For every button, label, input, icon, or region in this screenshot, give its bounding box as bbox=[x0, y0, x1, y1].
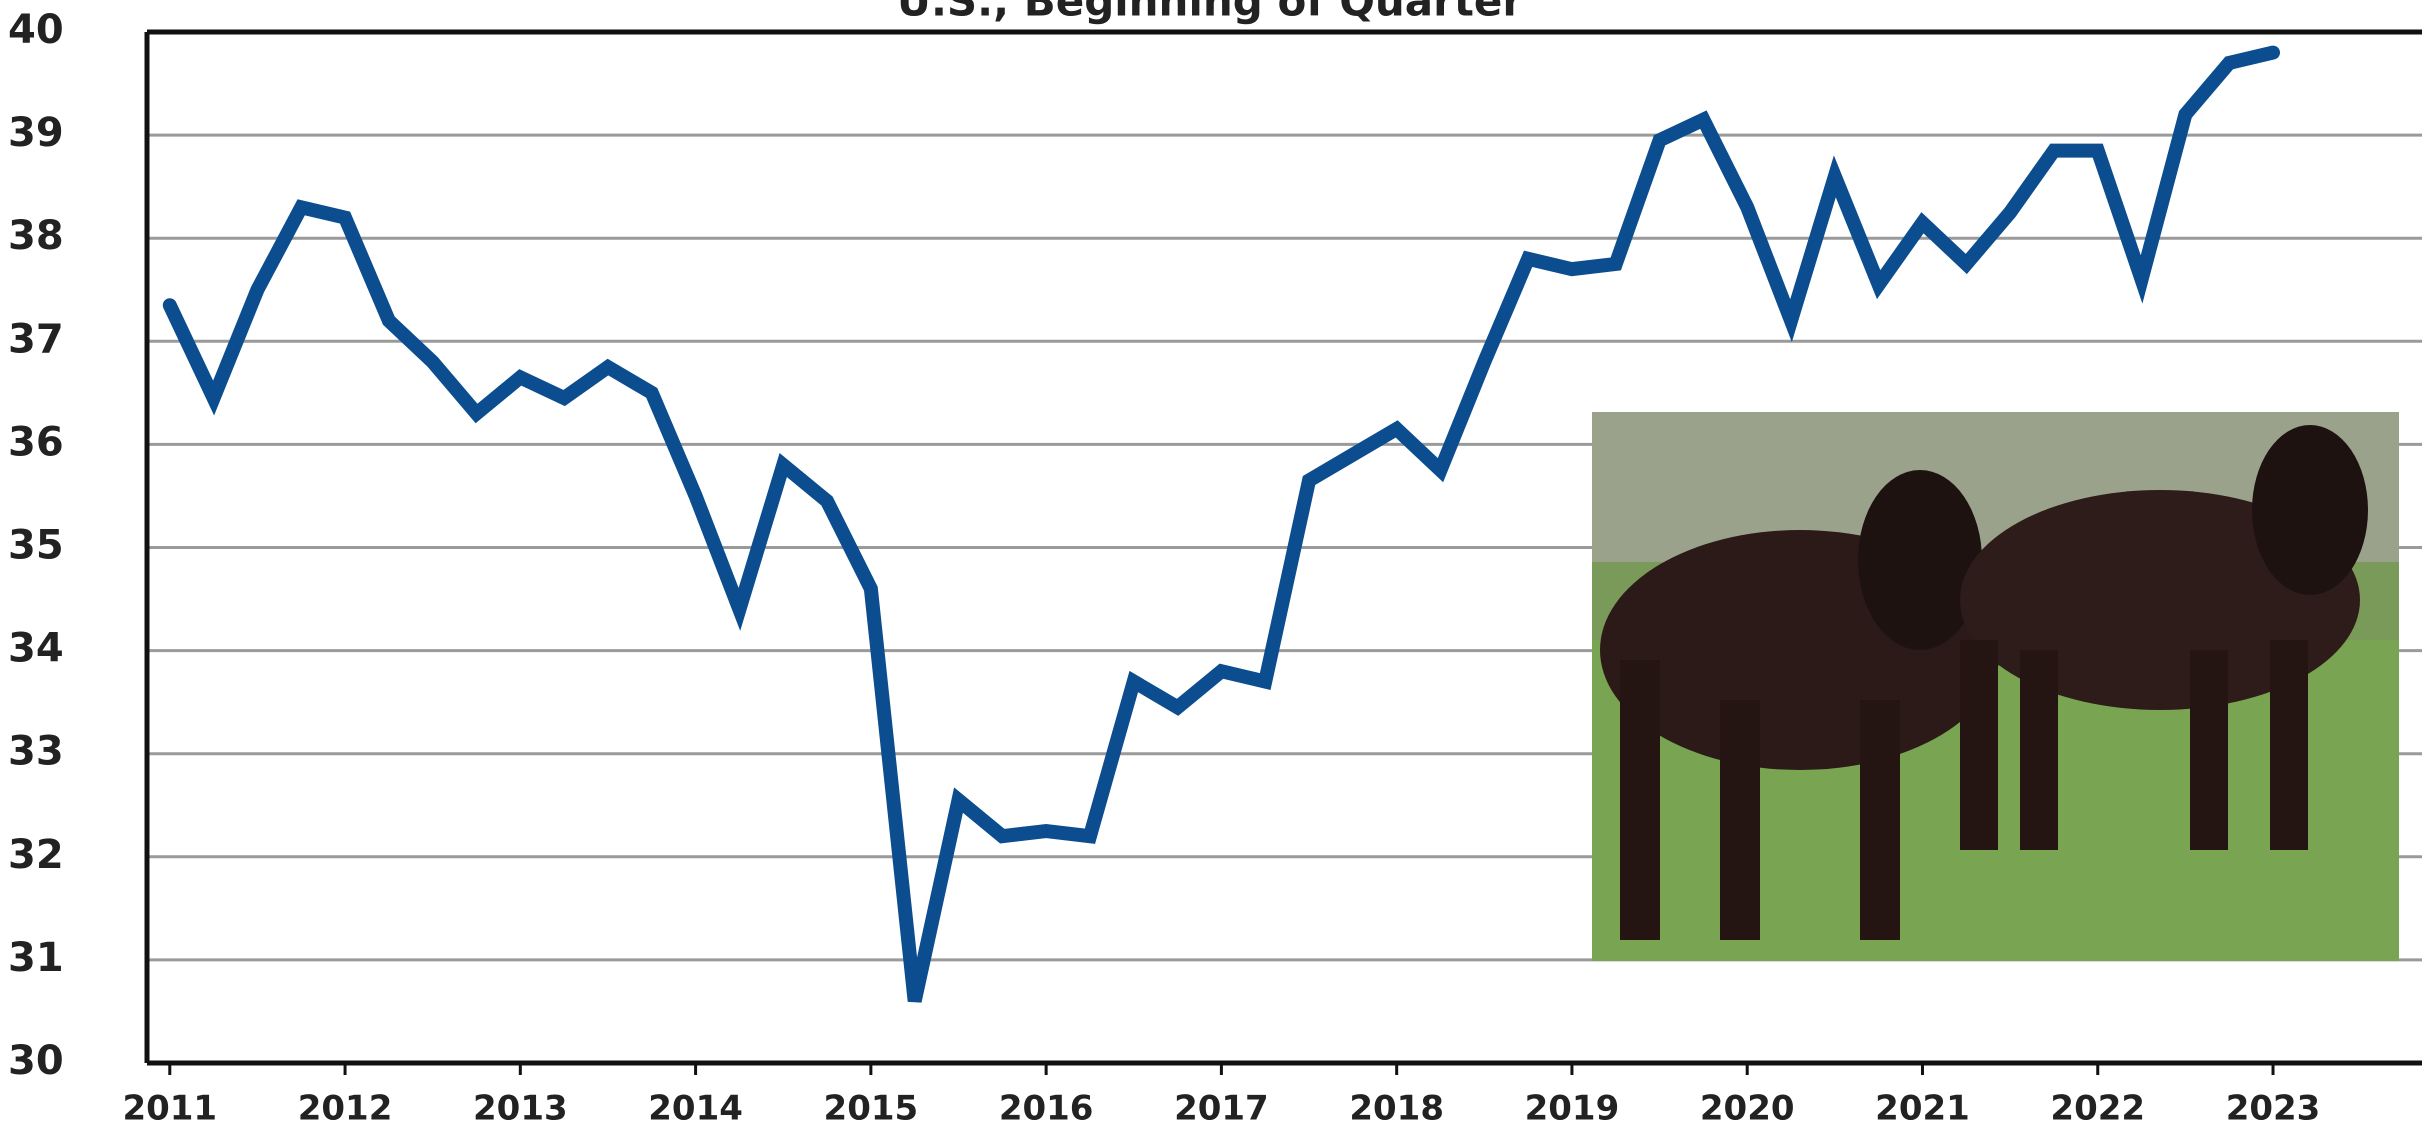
x-tick-label: 2011 bbox=[122, 1089, 217, 1129]
y-tick-label: 40 bbox=[8, 7, 64, 53]
axes: 30 31 32 33 34 35 36 37 38 39 40 2011 2012 2013 2014 20… bbox=[8, 7, 2422, 1129]
cow-leg bbox=[2190, 650, 2228, 850]
y-tick-label: 32 bbox=[8, 832, 64, 878]
y-tick-label: 37 bbox=[8, 316, 64, 362]
cow-leg bbox=[1620, 660, 1660, 940]
photo-inset bbox=[1592, 412, 2399, 961]
x-tick-label: 2023 bbox=[2226, 1089, 2321, 1129]
y-tick-label: 34 bbox=[8, 626, 64, 672]
cow-leg bbox=[1720, 700, 1760, 940]
cow-leg bbox=[1860, 700, 1900, 940]
y-tick-label: 31 bbox=[8, 935, 64, 981]
cow-leg bbox=[2020, 650, 2058, 850]
x-tick-label: 2018 bbox=[1349, 1089, 1444, 1129]
cow-leg bbox=[1960, 640, 1998, 850]
x-tick-label: 2017 bbox=[1174, 1089, 1269, 1129]
cow-leg bbox=[2270, 640, 2308, 850]
y-tick-label: 38 bbox=[8, 213, 64, 259]
chart-title: U.S., Beginning of Quarter bbox=[897, 0, 1524, 26]
x-tick-label: 2020 bbox=[1700, 1089, 1795, 1129]
x-tick-label: 2021 bbox=[1875, 1089, 1970, 1129]
x-tick-label: 2022 bbox=[2050, 1089, 2145, 1129]
y-tick-label: 30 bbox=[8, 1038, 64, 1084]
data-line bbox=[162, 45, 2281, 1003]
x-tick-label: 2016 bbox=[999, 1089, 1094, 1129]
y-tick-label: 35 bbox=[8, 523, 64, 569]
cow-head bbox=[2252, 425, 2368, 595]
cow-head bbox=[1858, 470, 1982, 650]
y-tick-label: 39 bbox=[8, 110, 64, 156]
y-tick-label: 33 bbox=[8, 729, 64, 775]
x-tick-label: 2012 bbox=[298, 1089, 393, 1129]
y-tick-label: 36 bbox=[8, 419, 64, 465]
x-tick-label: 2013 bbox=[473, 1089, 568, 1129]
x-tick-label: 2014 bbox=[648, 1089, 743, 1129]
x-tick-label: 2019 bbox=[1525, 1089, 1620, 1129]
x-tick-label: 2015 bbox=[824, 1089, 919, 1129]
